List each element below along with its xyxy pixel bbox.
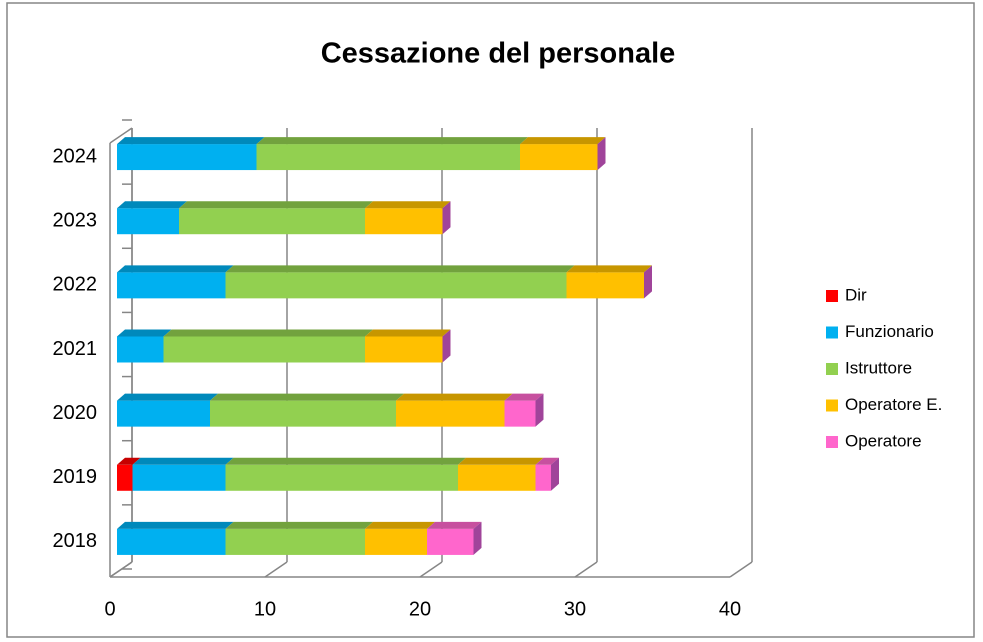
bar-top	[225, 521, 373, 529]
legend-label: Dir	[845, 285, 867, 304]
bar	[365, 336, 443, 363]
grid-line-depth	[419, 561, 443, 578]
bar	[179, 208, 365, 235]
bar-side	[551, 457, 559, 491]
bar-top	[535, 457, 559, 465]
bar-top	[117, 137, 265, 145]
grid-line-depth	[109, 561, 133, 578]
bar-side	[644, 265, 652, 299]
bar	[117, 272, 226, 299]
bar	[365, 208, 443, 235]
bar	[225, 272, 567, 299]
legend-label: Istruttore	[845, 358, 912, 377]
bar-top	[117, 393, 218, 401]
bar-top	[365, 201, 451, 209]
bar	[520, 144, 598, 171]
bar	[117, 528, 226, 555]
bar	[225, 464, 458, 491]
bar-side	[535, 393, 544, 427]
bar	[117, 208, 179, 235]
bar-top	[179, 201, 373, 209]
legend-label: Operatore	[845, 431, 922, 450]
bar	[458, 464, 536, 491]
bar	[566, 272, 644, 299]
x-tick-label: 20	[409, 598, 431, 620]
x-tick-label: 10	[254, 598, 276, 620]
bar-side	[473, 521, 482, 555]
bar-top	[117, 201, 187, 209]
y-tick-label: 2024	[53, 145, 98, 167]
bar-side	[442, 201, 451, 235]
legend-label: Operatore E.	[845, 395, 942, 414]
bar	[117, 400, 210, 427]
y-tick-label: 2020	[53, 402, 98, 424]
grid-line-depth	[264, 561, 288, 578]
bar	[256, 144, 520, 171]
grid-line-depth	[574, 561, 598, 578]
bar-top	[256, 137, 528, 145]
bar-top	[504, 393, 544, 401]
bar	[396, 400, 505, 427]
grid-line-depth	[729, 561, 753, 578]
bar-top	[566, 265, 652, 273]
bar-top	[117, 457, 141, 465]
bar-top	[365, 521, 435, 529]
bar-top	[225, 457, 466, 465]
bar	[535, 464, 551, 491]
legend-swatch	[826, 436, 838, 448]
bar	[427, 528, 474, 555]
bar-top	[117, 265, 234, 273]
bar-top	[365, 329, 451, 337]
bar-top	[396, 393, 513, 401]
legend-swatch	[826, 326, 838, 339]
bar-top	[520, 137, 606, 145]
bar	[225, 528, 365, 555]
x-tick-label: 30	[564, 598, 586, 620]
bar	[365, 528, 427, 555]
bar-side	[597, 137, 606, 171]
x-tick-label: 0	[104, 598, 115, 620]
y-tick-label: 2022	[53, 274, 98, 296]
legend-swatch	[826, 363, 838, 375]
x-tick-label: 40	[719, 598, 741, 620]
bar	[117, 144, 257, 171]
bar	[210, 400, 396, 427]
bar-top	[132, 457, 234, 465]
bar-top	[458, 457, 544, 465]
legend-label: Funzionario	[845, 322, 934, 341]
bar	[504, 400, 536, 427]
bar-top	[225, 265, 575, 273]
y-tick-label: 2021	[53, 338, 98, 360]
bar-top	[117, 329, 172, 337]
bar	[132, 464, 226, 491]
bar-side	[442, 329, 451, 363]
y-axis-top	[109, 127, 133, 144]
legend-swatch	[826, 399, 838, 412]
bar	[117, 336, 164, 363]
y-tick-label: 2023	[53, 209, 98, 231]
bar-top	[210, 393, 404, 401]
chart-title: Cessazione del personale	[321, 38, 676, 70]
bar	[117, 464, 133, 491]
bar-top	[163, 329, 373, 337]
y-tick-label: 2019	[53, 466, 98, 488]
bar-top	[117, 521, 234, 529]
y-tick-label: 2018	[53, 530, 98, 552]
legend-swatch	[826, 290, 838, 302]
bar-top	[427, 521, 482, 529]
bar	[163, 336, 365, 363]
